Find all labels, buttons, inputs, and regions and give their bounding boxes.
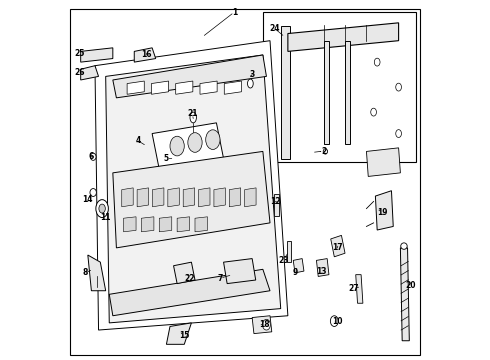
Text: 13: 13 — [317, 267, 327, 276]
Polygon shape — [113, 152, 270, 248]
Polygon shape — [245, 188, 256, 207]
Polygon shape — [331, 235, 345, 257]
Ellipse shape — [170, 136, 184, 156]
Ellipse shape — [96, 200, 108, 217]
Ellipse shape — [99, 204, 105, 213]
Polygon shape — [317, 258, 329, 276]
Text: 20: 20 — [406, 281, 416, 290]
Polygon shape — [152, 123, 223, 169]
Text: 14: 14 — [82, 195, 92, 204]
Text: 11: 11 — [100, 213, 110, 222]
Text: 19: 19 — [377, 208, 388, 217]
Ellipse shape — [323, 149, 327, 154]
Text: 27: 27 — [349, 284, 359, 293]
Text: 8: 8 — [82, 268, 88, 277]
Polygon shape — [127, 81, 144, 94]
Text: 15: 15 — [179, 331, 190, 340]
Text: 2: 2 — [321, 147, 326, 156]
Text: 22: 22 — [184, 274, 195, 283]
Polygon shape — [400, 248, 409, 341]
Ellipse shape — [374, 58, 380, 66]
Polygon shape — [167, 323, 192, 344]
Polygon shape — [224, 81, 242, 94]
Polygon shape — [281, 26, 290, 158]
Bar — [273, 194, 279, 216]
Polygon shape — [375, 191, 393, 230]
Polygon shape — [159, 217, 172, 232]
Polygon shape — [223, 258, 256, 284]
Ellipse shape — [190, 112, 196, 123]
Bar — [323, 41, 329, 144]
Text: 23: 23 — [278, 256, 289, 265]
Text: 24: 24 — [269, 24, 279, 33]
Text: 10: 10 — [333, 316, 343, 325]
Text: 9: 9 — [293, 268, 297, 277]
Text: 3: 3 — [249, 70, 255, 79]
Polygon shape — [195, 217, 207, 232]
Polygon shape — [142, 217, 154, 232]
Text: 21: 21 — [187, 109, 198, 118]
Text: 7: 7 — [217, 274, 222, 283]
Ellipse shape — [247, 79, 253, 88]
Polygon shape — [81, 66, 98, 80]
Polygon shape — [168, 188, 179, 207]
Text: 5: 5 — [164, 154, 169, 163]
Ellipse shape — [206, 130, 220, 149]
Polygon shape — [109, 269, 270, 316]
Polygon shape — [177, 217, 190, 232]
Polygon shape — [113, 55, 267, 98]
Polygon shape — [81, 48, 113, 62]
Polygon shape — [367, 148, 400, 176]
Polygon shape — [151, 81, 169, 94]
Polygon shape — [137, 188, 148, 207]
Ellipse shape — [188, 133, 202, 152]
Bar — [345, 41, 350, 144]
Polygon shape — [229, 188, 241, 207]
Text: 26: 26 — [74, 68, 85, 77]
Polygon shape — [288, 23, 398, 51]
Text: 17: 17 — [332, 243, 343, 252]
Ellipse shape — [90, 189, 97, 197]
Text: 4: 4 — [135, 136, 141, 145]
Ellipse shape — [90, 153, 96, 160]
Polygon shape — [214, 188, 225, 207]
Ellipse shape — [330, 316, 338, 327]
Bar — [263, 12, 416, 162]
Text: 6: 6 — [88, 152, 93, 161]
Polygon shape — [183, 188, 195, 207]
Text: 1: 1 — [232, 8, 237, 17]
Polygon shape — [176, 81, 193, 94]
Ellipse shape — [263, 319, 270, 330]
Polygon shape — [95, 41, 288, 330]
Ellipse shape — [401, 243, 407, 249]
Ellipse shape — [396, 83, 401, 91]
Polygon shape — [123, 217, 136, 232]
Polygon shape — [293, 258, 304, 273]
Polygon shape — [252, 316, 272, 334]
Polygon shape — [134, 48, 156, 62]
Text: 16: 16 — [142, 50, 152, 59]
Polygon shape — [88, 255, 106, 291]
Polygon shape — [106, 55, 281, 323]
Polygon shape — [152, 188, 164, 207]
Polygon shape — [356, 275, 363, 303]
Text: 12: 12 — [270, 197, 281, 206]
Text: 18: 18 — [259, 320, 270, 329]
Polygon shape — [173, 262, 195, 284]
Ellipse shape — [371, 108, 376, 116]
Bar — [287, 241, 291, 262]
Polygon shape — [122, 188, 133, 207]
Ellipse shape — [396, 130, 401, 138]
Text: 25: 25 — [75, 49, 85, 58]
Polygon shape — [198, 188, 210, 207]
Polygon shape — [200, 81, 217, 94]
